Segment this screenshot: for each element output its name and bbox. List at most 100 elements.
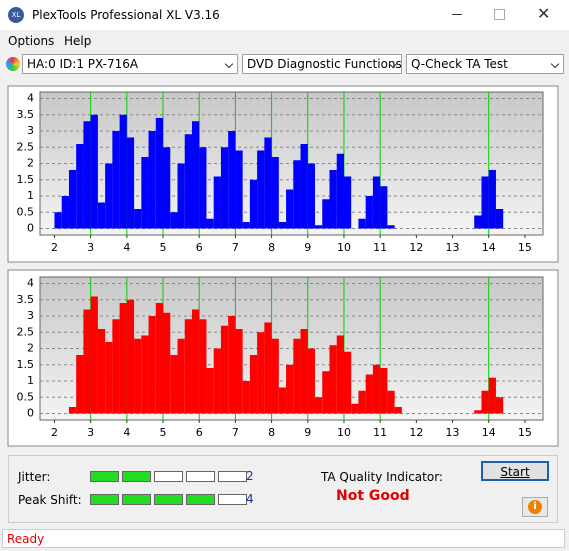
y-tick-label: 3	[27, 124, 34, 137]
x-tick-label: 2	[51, 426, 58, 439]
peak-shift-label: Peak Shift:	[18, 493, 82, 507]
bar	[286, 364, 294, 414]
x-tick-label: 4	[123, 241, 130, 254]
close-button[interactable]: ✕	[537, 4, 551, 23]
y-tick-label: 2.5	[17, 325, 35, 338]
meter-segment	[186, 471, 215, 482]
bar	[322, 371, 330, 414]
status-text: Ready	[7, 532, 45, 546]
menu-item[interactable]: Help	[64, 34, 92, 48]
bar	[213, 348, 221, 414]
test-select[interactable]: Q-Check TA Test	[406, 54, 564, 74]
y-tick-label: 2	[27, 157, 34, 170]
peak-shift-value: 4	[246, 492, 254, 506]
y-tick-label: 4	[27, 92, 34, 105]
info-button[interactable]: i	[522, 497, 548, 517]
y-tick-label: 0.5	[17, 205, 35, 218]
bar	[372, 364, 381, 414]
bar	[278, 222, 287, 229]
bar	[242, 222, 250, 229]
bar	[170, 212, 178, 229]
bar	[271, 338, 279, 414]
bar	[495, 397, 504, 414]
y-tick-label: 0	[27, 407, 34, 420]
bar	[177, 338, 185, 414]
meter-segment	[218, 494, 247, 505]
bar	[199, 147, 207, 229]
bar	[264, 322, 272, 414]
bar	[83, 121, 91, 229]
minimize-button[interactable]	[452, 14, 462, 15]
bar	[488, 170, 496, 229]
x-tick-label: 7	[232, 426, 239, 439]
y-tick-label: 0	[27, 222, 34, 235]
x-tick-label: 8	[268, 241, 275, 254]
x-tick-label: 15	[518, 426, 532, 439]
bar	[199, 319, 207, 414]
x-tick-label: 5	[160, 426, 167, 439]
x-tick-label: 3	[87, 241, 94, 254]
bar	[495, 209, 504, 229]
bar	[343, 351, 352, 414]
bar	[307, 348, 316, 414]
title-bar: XL PlexTools Professional XL V3.16 ✕	[0, 0, 569, 30]
maximize-button[interactable]	[494, 9, 505, 20]
x-tick-label: 11	[373, 426, 387, 439]
function-select[interactable]: DVD Diagnostic Functions	[242, 54, 402, 74]
jitter-value: 2	[246, 469, 254, 483]
bar	[380, 368, 388, 414]
y-tick-label: 1	[27, 374, 34, 387]
bar	[148, 131, 156, 229]
bar	[343, 176, 352, 229]
bar	[307, 163, 316, 229]
drive-select[interactable]: HA:0 ID:1 PX-716A	[22, 54, 238, 74]
menu-item[interactable]: Options	[8, 34, 55, 48]
x-tick-label: 6	[196, 426, 203, 439]
bar	[300, 329, 308, 414]
meter-segment	[154, 494, 183, 505]
x-tick-label: 13	[446, 241, 460, 254]
x-tick-label: 9	[304, 241, 311, 254]
bar	[184, 319, 192, 414]
x-tick-label: 14	[482, 426, 496, 439]
meter-segment	[90, 494, 119, 505]
bar	[206, 218, 214, 229]
bar	[329, 345, 337, 414]
bar	[293, 160, 301, 229]
bar	[105, 342, 113, 414]
bar	[315, 225, 323, 229]
bar	[257, 150, 265, 229]
bar	[394, 407, 402, 414]
bar	[126, 299, 135, 414]
bar	[191, 309, 200, 414]
bar	[105, 163, 113, 229]
bar	[358, 218, 366, 229]
y-tick-label: 2.5	[17, 140, 35, 153]
y-tick-label: 1	[27, 189, 34, 202]
bar	[61, 196, 69, 229]
bar	[387, 225, 395, 229]
y-tick-label: 3	[27, 309, 34, 322]
ta-value: Not Good	[336, 488, 410, 504]
bar	[155, 303, 164, 414]
x-tick-label: 11	[373, 241, 387, 254]
start-button[interactable]: Start	[481, 461, 549, 481]
y-tick-label: 3.5	[17, 293, 35, 306]
bar	[474, 215, 482, 229]
bar	[286, 189, 294, 229]
app-icon: XL	[8, 7, 24, 23]
bar	[163, 312, 171, 414]
bar	[163, 147, 171, 229]
bar	[228, 131, 236, 229]
bar	[336, 153, 344, 229]
bar	[112, 131, 120, 229]
bar	[372, 176, 381, 229]
bar	[322, 199, 330, 229]
bar	[83, 309, 91, 414]
bar	[242, 381, 250, 414]
x-tick-label: 15	[518, 241, 532, 254]
window-title: PlexTools Professional XL V3.16	[32, 8, 220, 22]
bar	[257, 332, 265, 414]
peak-shift-meter	[90, 494, 250, 508]
